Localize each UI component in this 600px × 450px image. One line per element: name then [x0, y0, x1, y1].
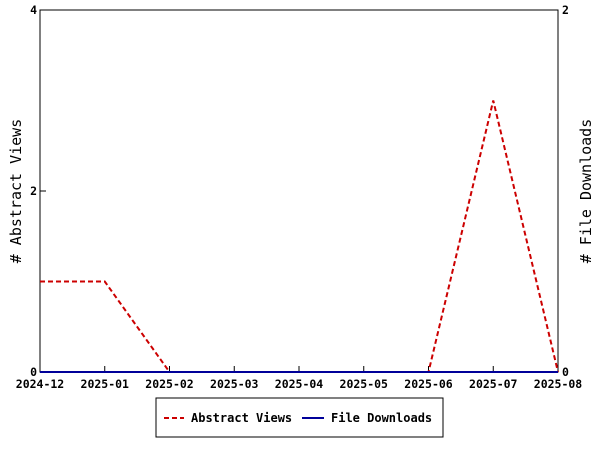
right-y-tick-label: 0 [562, 365, 569, 379]
plot-area [39, 9, 559, 373]
legend-label-file-downloads: File Downloads [331, 411, 432, 425]
x-tick-label: 2025-04 [275, 377, 324, 391]
left-y-tick-label: 2 [30, 184, 37, 198]
legend-label-abstract-views: Abstract Views [191, 411, 292, 425]
x-tick-label: 2025-05 [340, 377, 389, 391]
right-axis-title: # File Downloads [577, 119, 595, 264]
x-tick-label: 2025-01 [81, 377, 130, 391]
left-y-tick-label: 4 [30, 3, 37, 17]
left-axis-title: # Abstract Views [7, 119, 25, 264]
x-tick-label: 2024-12 [16, 377, 64, 391]
right-y-tick-label: 2 [562, 3, 569, 17]
x-tick-label: 2025-07 [469, 377, 518, 391]
series-lines [40, 100, 559, 373]
x-axis: 2024-12 2025-01 2025-02 2025-03 2025-04 2025-… [16, 366, 583, 391]
x-tick-label: 2025-03 [210, 377, 259, 391]
x-tick-label: 2025-02 [145, 377, 193, 391]
x-tick-label: 2025-06 [404, 377, 453, 391]
legend: Abstract Views File Downloads [155, 397, 444, 438]
left-y-tick-label: 0 [30, 365, 37, 379]
x-tick-label: 2025-08 [534, 377, 583, 391]
legend-box [155, 397, 444, 438]
